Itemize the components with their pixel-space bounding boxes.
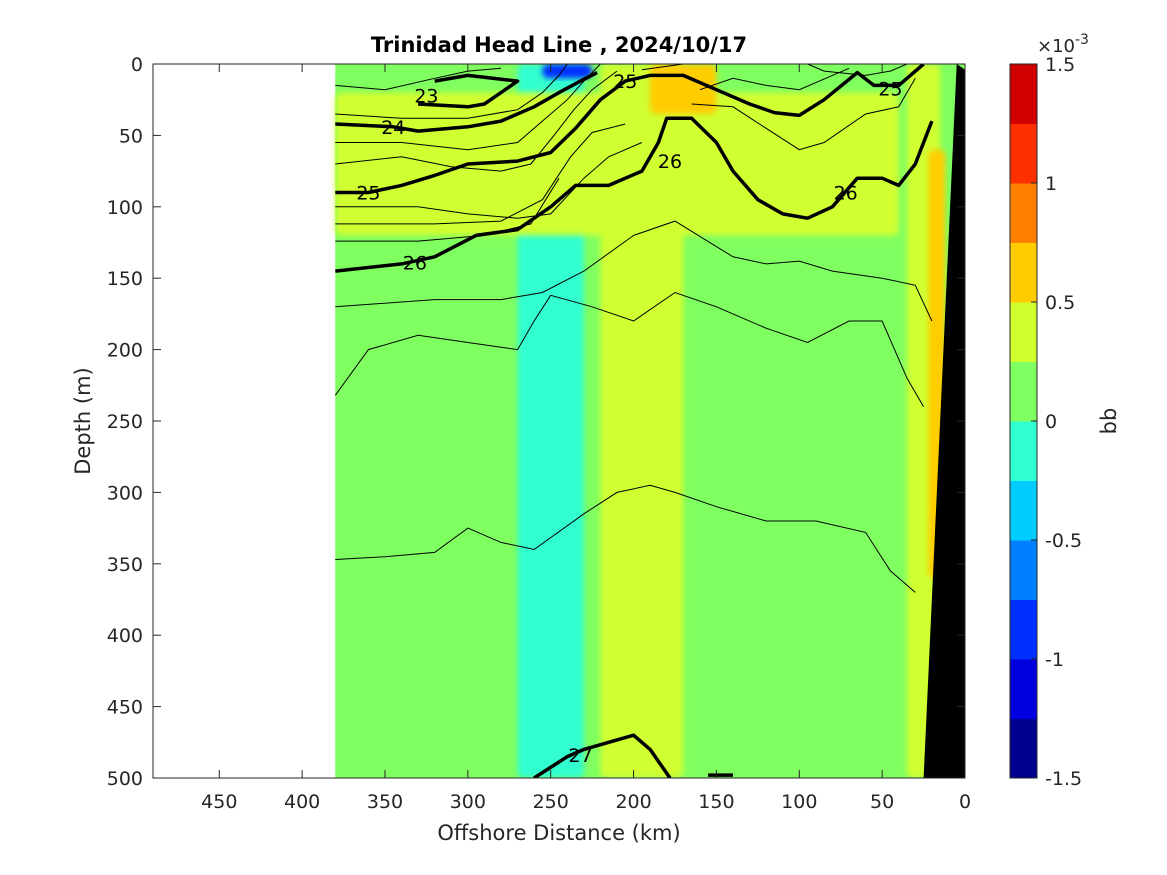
contour-label-5: 26	[403, 252, 427, 274]
x-tick-label-2: 350	[367, 791, 403, 813]
colorbar-segment-8	[1010, 242, 1037, 303]
colorbar-tick-label-3: 0	[1045, 411, 1057, 433]
thin-contour-4	[334, 291, 925, 407]
y-tick-label-2: 100	[107, 197, 143, 219]
y-tick-label-5: 250	[107, 411, 143, 433]
thin-contour-3	[335, 220, 933, 322]
colorbar-segments	[1010, 64, 1037, 779]
colorbar-exponent-base: ×10	[1037, 36, 1075, 57]
x-tick-label-7: 100	[781, 791, 817, 813]
x-axis-ticks: 450 400 350 300 250 200 150 100 50 0	[201, 64, 971, 813]
colorbar-segment-4	[1010, 480, 1037, 541]
field-region-surface-low-235km	[542, 64, 593, 79]
land-mask	[923, 64, 965, 778]
contour-label-3: 25	[613, 71, 637, 93]
y-tick-label-4: 200	[107, 340, 143, 362]
y-tick-label-1: 50	[119, 125, 143, 147]
x-tick-label-6: 150	[698, 791, 734, 813]
colorbar-segment-0	[1010, 718, 1037, 779]
thin-contour-12	[691, 78, 916, 151]
x-tick-label-8: 50	[870, 791, 894, 813]
colorbar-tick-label-5: -1	[1045, 649, 1064, 671]
y-axis-label: Depth (m)	[71, 367, 95, 474]
thin-contours	[334, 64, 933, 593]
plot-area: 23 24 25 25 25 26 26 26 27	[152, 63, 966, 779]
contour-label-0: 23	[414, 85, 438, 107]
thin-contour-11	[699, 67, 850, 91]
colorbar-ticks: 1.5 1 0.5 0 -0.5 -1 -1.5	[1031, 54, 1082, 790]
thin-contour-10	[641, 64, 684, 71]
field-region-low-band-250km	[517, 64, 584, 778]
x-axis-label: Offshore Distance (km)	[437, 821, 680, 845]
x-tick-label-1: 400	[284, 791, 320, 813]
colorbar-segment-11	[1010, 64, 1037, 124]
thin-contour-5	[335, 484, 916, 593]
y-tick-label-9: 450	[107, 697, 143, 719]
bold-contours	[335, 64, 934, 778]
colorbar-tick-label-4: -0.5	[1045, 530, 1082, 552]
colorbar-segment-6	[1010, 361, 1037, 422]
contour-labels: 23 24 25 25 25 26 26 26 27	[356, 71, 902, 767]
x-tick-label-5: 200	[615, 791, 651, 813]
y-tick-label-7: 350	[107, 554, 143, 576]
contour-label-6: 26	[658, 151, 682, 173]
colorbar-tick-label-0: 1.5	[1045, 54, 1075, 76]
thin-contour-7	[335, 64, 568, 119]
thin-contour-0	[335, 142, 643, 219]
colorbar-tick-label-6: -1.5	[1045, 768, 1082, 790]
y-tick-label-6: 300	[107, 482, 143, 504]
bold-contour-27-4	[533, 733, 672, 778]
x-tick-label-4: 250	[533, 791, 569, 813]
colorbar-segment-10	[1010, 123, 1037, 184]
contour-label-2: 25	[356, 183, 380, 205]
colorbar-segment-7	[1010, 302, 1037, 362]
colorbar-exponent-power: -3	[1075, 32, 1089, 48]
y-tick-label-3: 150	[107, 268, 143, 290]
contour-label-4: 25	[878, 78, 902, 100]
bold-contour-23-0	[418, 73, 520, 109]
colorbar-segment-1	[1010, 659, 1037, 719]
y-tick-label-8: 400	[107, 625, 143, 647]
y-tick-label-0: 0	[131, 54, 143, 76]
y-tick-label-10: 500	[107, 768, 143, 790]
colorbar-label: bb	[1097, 408, 1121, 435]
thin-contour-1	[335, 123, 626, 225]
y-axis-ticks: 0 50 100 150 200 250 300 350 400 450 500	[107, 54, 965, 790]
colorbar-segment-9	[1010, 183, 1037, 243]
x-tick-label-9: 0	[959, 791, 971, 813]
bold-contour-24-1	[335, 71, 598, 133]
field-region-surface-high-175km	[650, 64, 717, 114]
colorbar-tick-label-1: 1	[1045, 173, 1057, 195]
land	[923, 64, 965, 778]
colorbar-segment-3	[1010, 540, 1037, 600]
colorbar-segment-2	[1010, 599, 1037, 660]
x-tick-label-0: 450	[201, 791, 237, 813]
data-field	[335, 64, 965, 778]
colorbar-exponent: ×10-3	[1037, 32, 1089, 57]
thin-contour-9	[335, 70, 618, 172]
colorbar: 1.5 1 0.5 0 -0.5 -1 -1.5 ×10-3 bb	[1009, 32, 1121, 790]
chart-title: Trinidad Head Line , 2024/10/17	[371, 33, 747, 57]
thin-contour-13	[807, 64, 908, 76]
x-tick-label-3: 300	[450, 791, 486, 813]
bold-contour-26-3	[335, 116, 934, 273]
thin-contour-6	[335, 67, 502, 91]
bold-contour-25-2	[335, 64, 925, 195]
contour-label-7: 26	[834, 183, 858, 205]
contour-label-1: 24	[381, 117, 405, 139]
thin-contour-8	[335, 64, 601, 151]
colorbar-segment-5	[1010, 421, 1037, 481]
contour-label-8: 27	[568, 745, 592, 767]
field-region-high-band-190km	[600, 64, 684, 778]
colorbar-tick-label-2: 0.5	[1045, 292, 1075, 314]
